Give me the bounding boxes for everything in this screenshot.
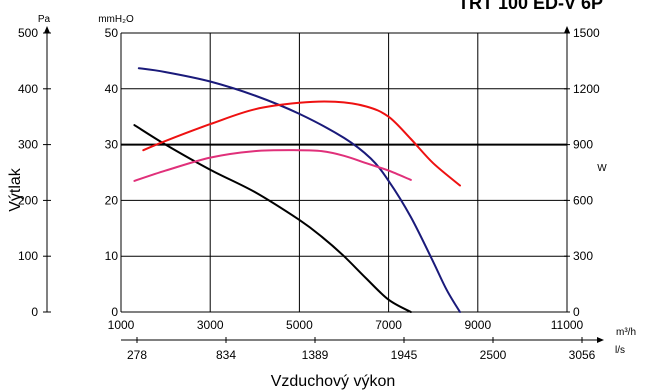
y-left-tick-label: 200 (18, 193, 38, 207)
y-axis-title: Výtlak (7, 167, 24, 212)
y-right-tick-label: 1500 (573, 26, 600, 40)
x-secondary-tick-label: 1389 (302, 348, 329, 362)
y-left-tick-label: 100 (18, 249, 38, 263)
x-primary-tick-label: 5000 (286, 318, 313, 332)
x-primary-tick-label: 9000 (464, 318, 491, 332)
series-line-4 (133, 149, 412, 182)
x-secondary-tick-label: 834 (216, 348, 236, 362)
series-group (133, 67, 461, 313)
y-left-inner-tick-label: 0 (111, 305, 118, 319)
axes (43, 26, 604, 343)
x-primary-tick-label: 3000 (197, 318, 224, 332)
y-left-axis-arrow (44, 26, 50, 33)
tick-labels: 0100200300400500010203040500300600900120… (18, 26, 600, 362)
y-left-unit-label: Pa (38, 14, 51, 25)
x-primary-tick-label: 1000 (108, 318, 135, 332)
x-secondary-tick-label: 278 (127, 348, 147, 362)
series-line-2 (133, 124, 412, 313)
y-left-inner-tick-label: 50 (105, 26, 119, 40)
x-axis-title: Vzduchový výkon (271, 373, 396, 390)
x-secondary-unit-label: l/s (615, 345, 625, 356)
x-primary-tick-label: 7000 (375, 318, 402, 332)
y-right-tick-label: 600 (573, 193, 593, 207)
x-secondary-tick-label: 2500 (480, 348, 507, 362)
y-left-inner-tick-label: 20 (105, 193, 119, 207)
y-right-axis-arrow (564, 26, 570, 33)
x-secondary-axis-arrow (597, 337, 604, 343)
y-right-tick-label: 1200 (573, 82, 600, 96)
x-primary-unit-label: m³/h (616, 327, 636, 338)
chart-title: TRT 100 ED-V 6P (458, 0, 603, 13)
y-left-tick-label: 300 (18, 138, 38, 152)
y-left-tick-label: 400 (18, 82, 38, 96)
series-line-1 (137, 67, 461, 313)
y-left-inner-tick-label: 30 (105, 138, 119, 152)
y-left-inner-tick-label: 40 (105, 82, 119, 96)
y-right-tick-label: 0 (573, 305, 580, 319)
x-secondary-tick-label: 3056 (569, 348, 596, 362)
y-right-tick-label: 300 (573, 249, 593, 263)
x-primary-tick-label: 11000 (551, 318, 584, 332)
series-line-3 (142, 100, 461, 187)
x-secondary-tick-label: 1945 (391, 348, 418, 362)
y-left-inner-tick-label: 10 (105, 249, 119, 263)
y-right-unit-label: W (597, 163, 607, 174)
y-right-tick-label: 900 (573, 138, 593, 152)
grid (120, 32, 568, 313)
y-left-inner-unit-label: mmH₂O (98, 14, 134, 25)
y-left-tick-label: 0 (31, 305, 38, 319)
y-left-tick-label: 500 (18, 26, 38, 40)
